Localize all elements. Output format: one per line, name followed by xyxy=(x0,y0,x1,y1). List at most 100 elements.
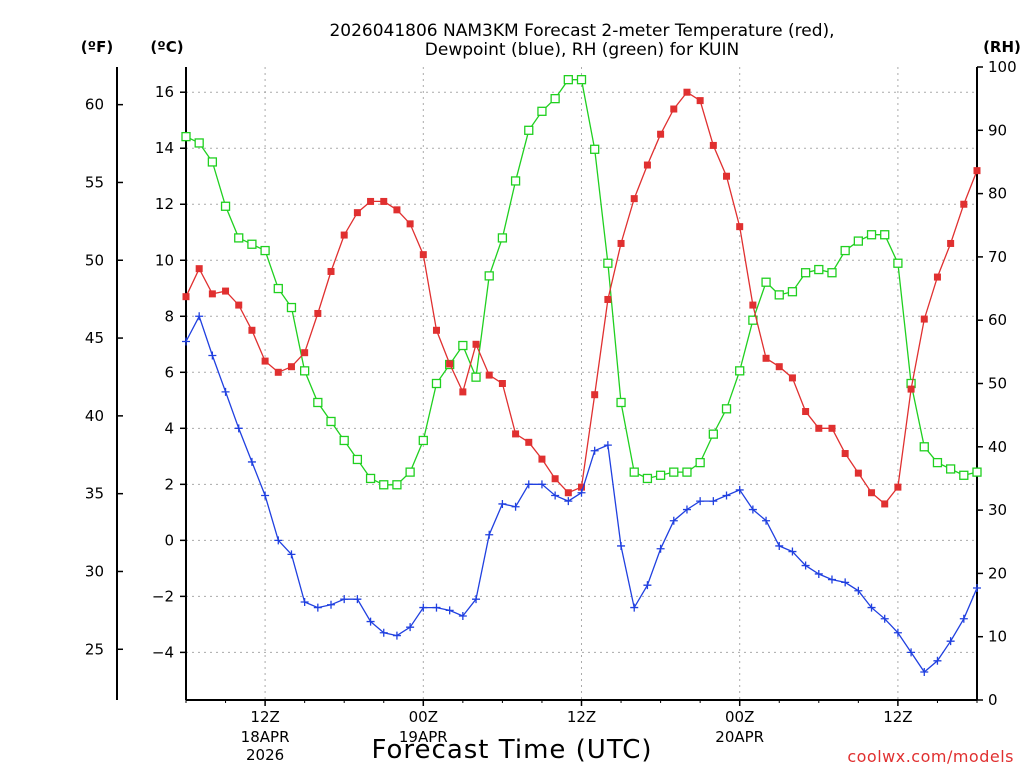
rh-unit-label: (RH) xyxy=(983,38,1021,56)
rh-point xyxy=(550,94,560,104)
rh-point xyxy=(299,366,310,376)
dewpoint-point xyxy=(537,480,546,489)
temperature-point xyxy=(947,239,955,247)
dewpoint-point xyxy=(973,583,981,592)
temperature-point xyxy=(841,450,849,458)
temperature-point xyxy=(222,287,230,295)
celsius-tick-label: 8 xyxy=(164,307,174,325)
rh-tick-label: 70 xyxy=(988,248,1007,266)
rh-point xyxy=(853,236,863,246)
rh-point xyxy=(814,264,824,275)
celsius-tick-label: 0 xyxy=(164,531,174,549)
dewpoint-point xyxy=(261,491,270,500)
rh-point xyxy=(721,404,732,414)
dewpoint-point xyxy=(682,505,691,514)
fahrenheit-tick-label: 40 xyxy=(85,407,104,425)
dewpoint-point xyxy=(195,312,204,321)
dewpoint-point xyxy=(841,578,850,587)
temperature-point xyxy=(406,220,414,228)
rh-point xyxy=(339,435,349,446)
dewpoint-point xyxy=(907,648,916,657)
rh-point xyxy=(234,233,244,243)
temperature-point xyxy=(538,455,546,463)
rh-point xyxy=(880,230,890,240)
dewpoint-point xyxy=(946,637,955,646)
rh-point xyxy=(313,397,323,408)
temperature-point xyxy=(696,97,704,105)
dewpoint-point xyxy=(340,595,349,604)
fahrenheit-tick-label: 60 xyxy=(85,96,104,114)
temperature-point xyxy=(208,290,216,298)
dewpoint-point xyxy=(485,530,494,539)
rh-point xyxy=(537,106,547,116)
rh-point xyxy=(497,233,508,243)
rh-tick-label: 30 xyxy=(988,501,1007,519)
time-tick-label: 00Z xyxy=(409,708,438,726)
temperature-point xyxy=(578,483,585,491)
temperature-point xyxy=(907,385,915,393)
fahrenheit-tick-label: 25 xyxy=(85,640,104,658)
dewpoint-point xyxy=(392,631,401,640)
dewpoint-point xyxy=(247,457,256,466)
dewpoint-point xyxy=(353,595,362,604)
temperature-point xyxy=(591,391,599,399)
temperature-point xyxy=(604,295,612,303)
credit-text: coolwx.com/models xyxy=(847,747,1014,766)
rh-point xyxy=(642,473,653,484)
dewpoint-point xyxy=(524,480,533,489)
rh-point xyxy=(616,397,626,408)
temperature-point xyxy=(973,167,981,175)
fahrenheit-tick-label: 50 xyxy=(85,251,104,269)
dewpoint-point xyxy=(696,497,705,506)
rh-point xyxy=(576,75,587,85)
rh-tick-label: 10 xyxy=(988,628,1007,646)
rh-point xyxy=(682,467,692,477)
temperature-point xyxy=(248,326,256,334)
temperature-line xyxy=(185,91,978,505)
dewpoint-point xyxy=(801,561,810,570)
temperature-point xyxy=(459,388,467,396)
rh-point xyxy=(260,245,270,256)
celsius-tick-label: 4 xyxy=(164,419,174,437)
temperature-point xyxy=(327,267,335,275)
temperature-point xyxy=(419,251,427,259)
temperature-point xyxy=(340,231,348,239)
rh-point xyxy=(932,457,943,468)
fahrenheit-tick-label: 55 xyxy=(85,173,104,191)
celsius-tick-label: 14 xyxy=(155,139,174,157)
temperature-point xyxy=(709,141,717,149)
temperature-point xyxy=(854,469,862,477)
time-tick-label: 12Z xyxy=(250,708,279,726)
rh-point xyxy=(959,470,969,480)
dewpoint-point xyxy=(788,547,797,556)
dewpoint-point xyxy=(722,491,731,500)
rh-point xyxy=(827,268,837,278)
rh-tick-label: 60 xyxy=(988,311,1007,329)
rh-point xyxy=(431,378,442,389)
temperature-point xyxy=(287,363,295,371)
rh-point xyxy=(220,201,231,211)
dewpoint-point xyxy=(630,603,639,612)
rh-tick-label: 0 xyxy=(988,691,998,709)
dewpoint-point xyxy=(577,488,586,497)
dewpoint-point xyxy=(827,575,836,584)
celsius-tick-label: 12 xyxy=(155,195,174,213)
dewpoint-point xyxy=(432,603,441,612)
temperature-point xyxy=(485,371,493,379)
dewpoint-point xyxy=(379,628,388,637)
dewpoint-point xyxy=(406,623,415,632)
rh-point xyxy=(945,464,956,474)
temperature-point xyxy=(301,349,309,357)
dewpoint-point xyxy=(748,505,757,514)
temperature-point xyxy=(393,206,401,214)
dewpoint-point xyxy=(511,502,520,511)
temperature-point xyxy=(446,360,454,368)
rh-point xyxy=(273,283,283,294)
rh-point xyxy=(774,290,784,300)
celsius-tick-label: −2 xyxy=(152,587,174,605)
rh-point xyxy=(286,302,297,313)
rh-point xyxy=(247,239,257,249)
rh-point xyxy=(695,457,705,468)
dewpoint-point xyxy=(498,499,507,508)
